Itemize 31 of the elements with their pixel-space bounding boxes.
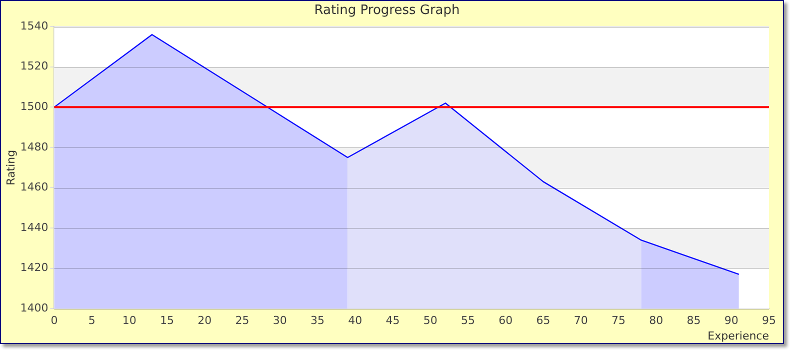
x-tick-label: 70 bbox=[574, 314, 588, 328]
x-tick-label: 15 bbox=[160, 314, 174, 328]
y-tick-label: 1520 bbox=[20, 60, 48, 73]
x-tick-label: 25 bbox=[235, 314, 250, 328]
x-tick-label: 40 bbox=[348, 314, 362, 328]
y-tick-label: 1480 bbox=[20, 140, 48, 154]
y-tick-label: 1440 bbox=[20, 220, 48, 234]
x-tick-label: 80 bbox=[649, 314, 664, 328]
chart-title: Rating Progress Graph bbox=[314, 3, 460, 18]
x-tick-label: 50 bbox=[423, 314, 438, 328]
x-tick-label: 95 bbox=[762, 314, 776, 328]
x-tick-label: 90 bbox=[724, 314, 738, 328]
x-tick-label: 45 bbox=[386, 314, 400, 328]
x-tick-label: 85 bbox=[686, 314, 701, 328]
x-tick-label: 5 bbox=[88, 314, 96, 328]
x-tick-label: 0 bbox=[50, 314, 58, 328]
y-tick-label: 1540 bbox=[20, 19, 48, 32]
x-tick-label: 35 bbox=[310, 314, 325, 328]
x-tick-label: 55 bbox=[461, 314, 476, 328]
y-tick-label: 1460 bbox=[20, 180, 48, 194]
y-tick-label: 1420 bbox=[20, 261, 48, 274]
x-tick-label: 10 bbox=[122, 314, 136, 328]
x-tick-label: 75 bbox=[612, 314, 626, 328]
x-axis-title: Experience bbox=[708, 329, 770, 342]
x-tick-label: 60 bbox=[498, 314, 513, 328]
x-tick-label: 30 bbox=[272, 314, 287, 328]
x-tick-label: 65 bbox=[536, 314, 550, 328]
y-tick-label: 1400 bbox=[20, 301, 48, 314]
x-tick-label: 20 bbox=[198, 314, 212, 328]
y-tick-label: 1500 bbox=[20, 100, 48, 114]
y-axis-title: Rating bbox=[4, 150, 18, 186]
